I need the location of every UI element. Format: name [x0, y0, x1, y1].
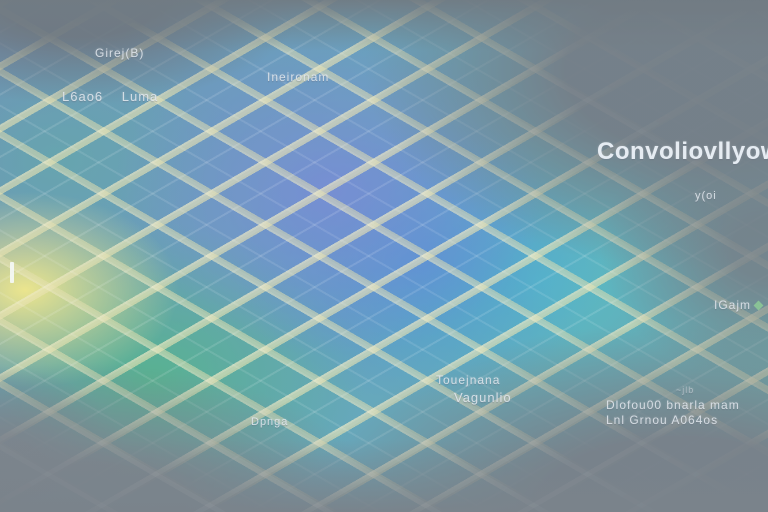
label-girej: Girej(B)	[95, 46, 145, 60]
label-yoi: y(oi	[695, 190, 717, 202]
label-iqajm: IGajm	[714, 298, 764, 312]
label-touejnana: Touejnana	[436, 373, 501, 387]
label-dpnga: Dpnga	[251, 416, 289, 428]
label-jlb: ~jlb	[676, 385, 695, 395]
label-caption-line1: Dlofou00 bnarla mam	[606, 398, 740, 412]
label-caption-line2: Lnl Grnou A064os	[606, 413, 719, 427]
label-vagunlio: Vagunlio	[454, 390, 512, 405]
diamond-icon	[753, 300, 764, 310]
label-leaos-luma: L6ao6 Luma	[62, 89, 159, 104]
left-edge-tick-mark	[10, 262, 14, 283]
label-ineironam: Ineironam	[267, 70, 330, 84]
headline-convoliovllyowa: Convoliovllyowa	[597, 138, 768, 165]
label-iqajm-text: IGajm	[714, 298, 752, 312]
